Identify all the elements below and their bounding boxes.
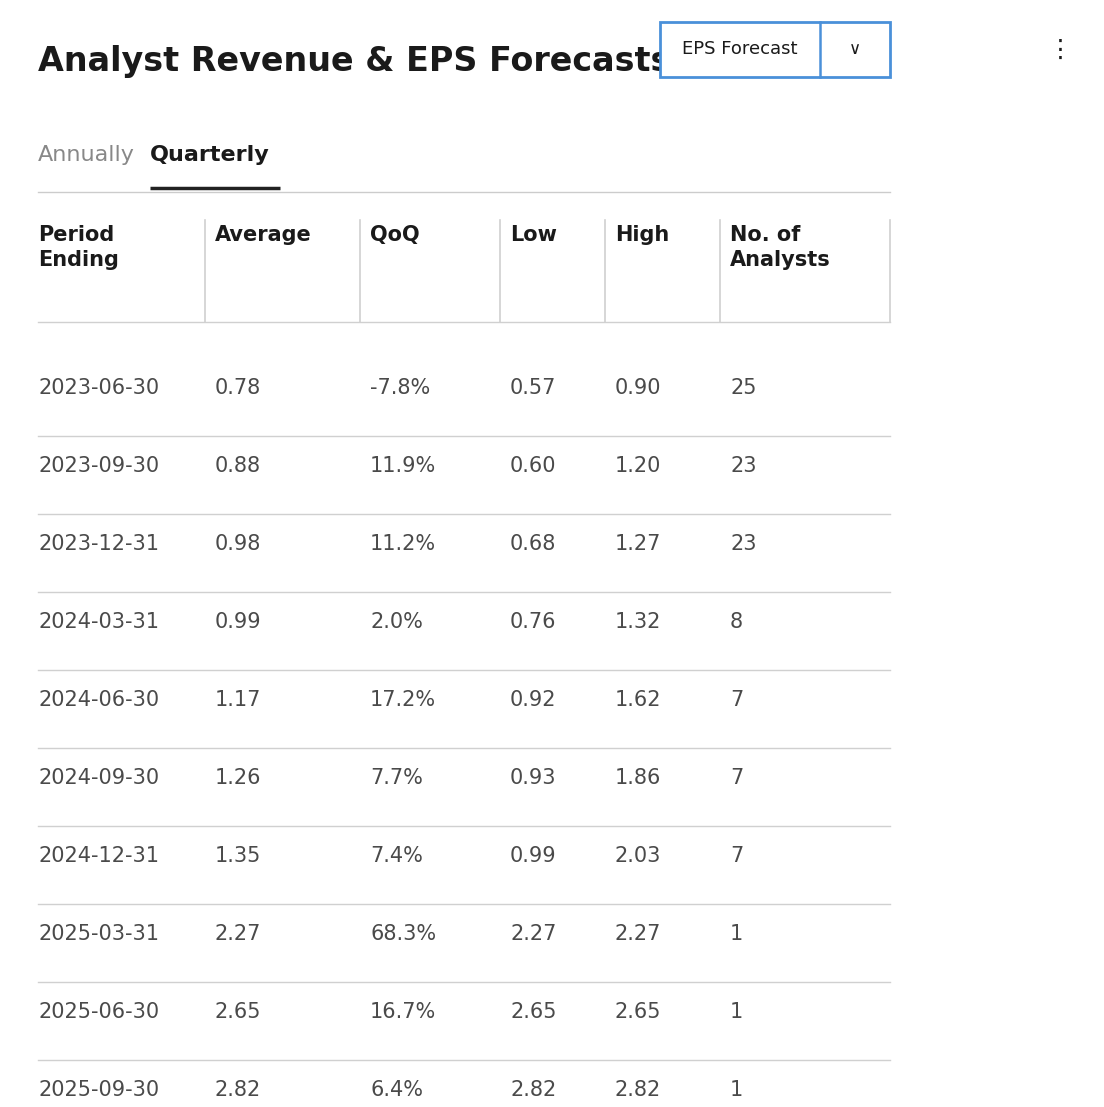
Text: 2.27: 2.27 xyxy=(615,923,661,943)
Text: 2024-09-30: 2024-09-30 xyxy=(38,767,159,788)
Text: QoQ: QoQ xyxy=(370,225,420,245)
Text: 2.82: 2.82 xyxy=(615,1079,661,1099)
Text: 2024-06-30: 2024-06-30 xyxy=(38,690,159,710)
Text: 2025-09-30: 2025-09-30 xyxy=(38,1079,159,1099)
Text: 7: 7 xyxy=(730,846,743,866)
Text: 1.17: 1.17 xyxy=(215,690,262,710)
Text: 2025-06-30: 2025-06-30 xyxy=(38,1002,159,1022)
Text: 0.99: 0.99 xyxy=(215,612,262,632)
Text: 0.78: 0.78 xyxy=(215,377,262,397)
Text: 1.26: 1.26 xyxy=(215,767,262,788)
Text: 1: 1 xyxy=(730,1079,743,1099)
Text: 0.98: 0.98 xyxy=(215,534,262,554)
Text: 23: 23 xyxy=(730,456,756,476)
Text: 1: 1 xyxy=(730,1002,743,1022)
Text: 2.82: 2.82 xyxy=(215,1079,262,1099)
Text: 23: 23 xyxy=(730,534,756,554)
Text: 68.3%: 68.3% xyxy=(370,923,436,943)
Text: EPS Forecast: EPS Forecast xyxy=(682,41,798,59)
Text: 1: 1 xyxy=(730,923,743,943)
Text: -7.8%: -7.8% xyxy=(370,377,431,397)
Text: Quarterly: Quarterly xyxy=(150,145,269,165)
Text: 2023-09-30: 2023-09-30 xyxy=(38,456,159,476)
Text: 2.65: 2.65 xyxy=(615,1002,661,1022)
Text: 1.62: 1.62 xyxy=(615,690,661,710)
Text: 6.4%: 6.4% xyxy=(370,1079,423,1099)
Text: 0.76: 0.76 xyxy=(510,612,556,632)
Text: 0.57: 0.57 xyxy=(510,377,556,397)
Text: 16.7%: 16.7% xyxy=(370,1002,436,1022)
Text: Average: Average xyxy=(215,225,311,245)
Text: 7: 7 xyxy=(730,767,743,788)
Text: 0.99: 0.99 xyxy=(510,846,556,866)
Text: 2.27: 2.27 xyxy=(215,923,262,943)
Text: 2023-12-31: 2023-12-31 xyxy=(38,534,159,554)
Text: No. of
Analysts: No. of Analysts xyxy=(730,225,830,270)
Text: 11.2%: 11.2% xyxy=(370,534,436,554)
Text: 7.7%: 7.7% xyxy=(370,767,423,788)
Text: 7: 7 xyxy=(730,690,743,710)
Text: 1.20: 1.20 xyxy=(615,456,661,476)
Text: ⋮: ⋮ xyxy=(1048,38,1072,62)
Text: 0.90: 0.90 xyxy=(615,377,661,397)
Text: 2.65: 2.65 xyxy=(510,1002,556,1022)
Text: 25: 25 xyxy=(730,377,756,397)
Text: 1.27: 1.27 xyxy=(615,534,661,554)
Text: 0.60: 0.60 xyxy=(510,456,556,476)
Text: 2025-03-31: 2025-03-31 xyxy=(38,923,159,943)
Text: 1.32: 1.32 xyxy=(615,612,661,632)
Text: Annually: Annually xyxy=(38,145,135,165)
Text: 0.68: 0.68 xyxy=(510,534,556,554)
Text: 8: 8 xyxy=(730,612,743,632)
Text: 2.0%: 2.0% xyxy=(370,612,423,632)
Text: 1.35: 1.35 xyxy=(215,846,262,866)
FancyBboxPatch shape xyxy=(660,22,890,77)
Text: 2.03: 2.03 xyxy=(615,846,661,866)
Text: Low: Low xyxy=(510,225,556,245)
Text: 0.93: 0.93 xyxy=(510,767,556,788)
Text: 11.9%: 11.9% xyxy=(370,456,436,476)
Text: Period
Ending: Period Ending xyxy=(38,225,119,270)
Text: 2.65: 2.65 xyxy=(215,1002,262,1022)
Text: High: High xyxy=(615,225,669,245)
Text: 0.88: 0.88 xyxy=(215,456,262,476)
Text: ∨: ∨ xyxy=(849,41,861,59)
Text: 2023-06-30: 2023-06-30 xyxy=(38,377,159,397)
Text: 2.82: 2.82 xyxy=(510,1079,556,1099)
Text: 7.4%: 7.4% xyxy=(370,846,423,866)
Text: 0.92: 0.92 xyxy=(510,690,556,710)
Text: 1.86: 1.86 xyxy=(615,767,661,788)
Text: 2.27: 2.27 xyxy=(510,923,556,943)
Text: 2024-03-31: 2024-03-31 xyxy=(38,612,159,632)
Text: Analyst Revenue & EPS Forecasts: Analyst Revenue & EPS Forecasts xyxy=(38,45,670,77)
Text: 2024-12-31: 2024-12-31 xyxy=(38,846,159,866)
Text: 17.2%: 17.2% xyxy=(370,690,436,710)
